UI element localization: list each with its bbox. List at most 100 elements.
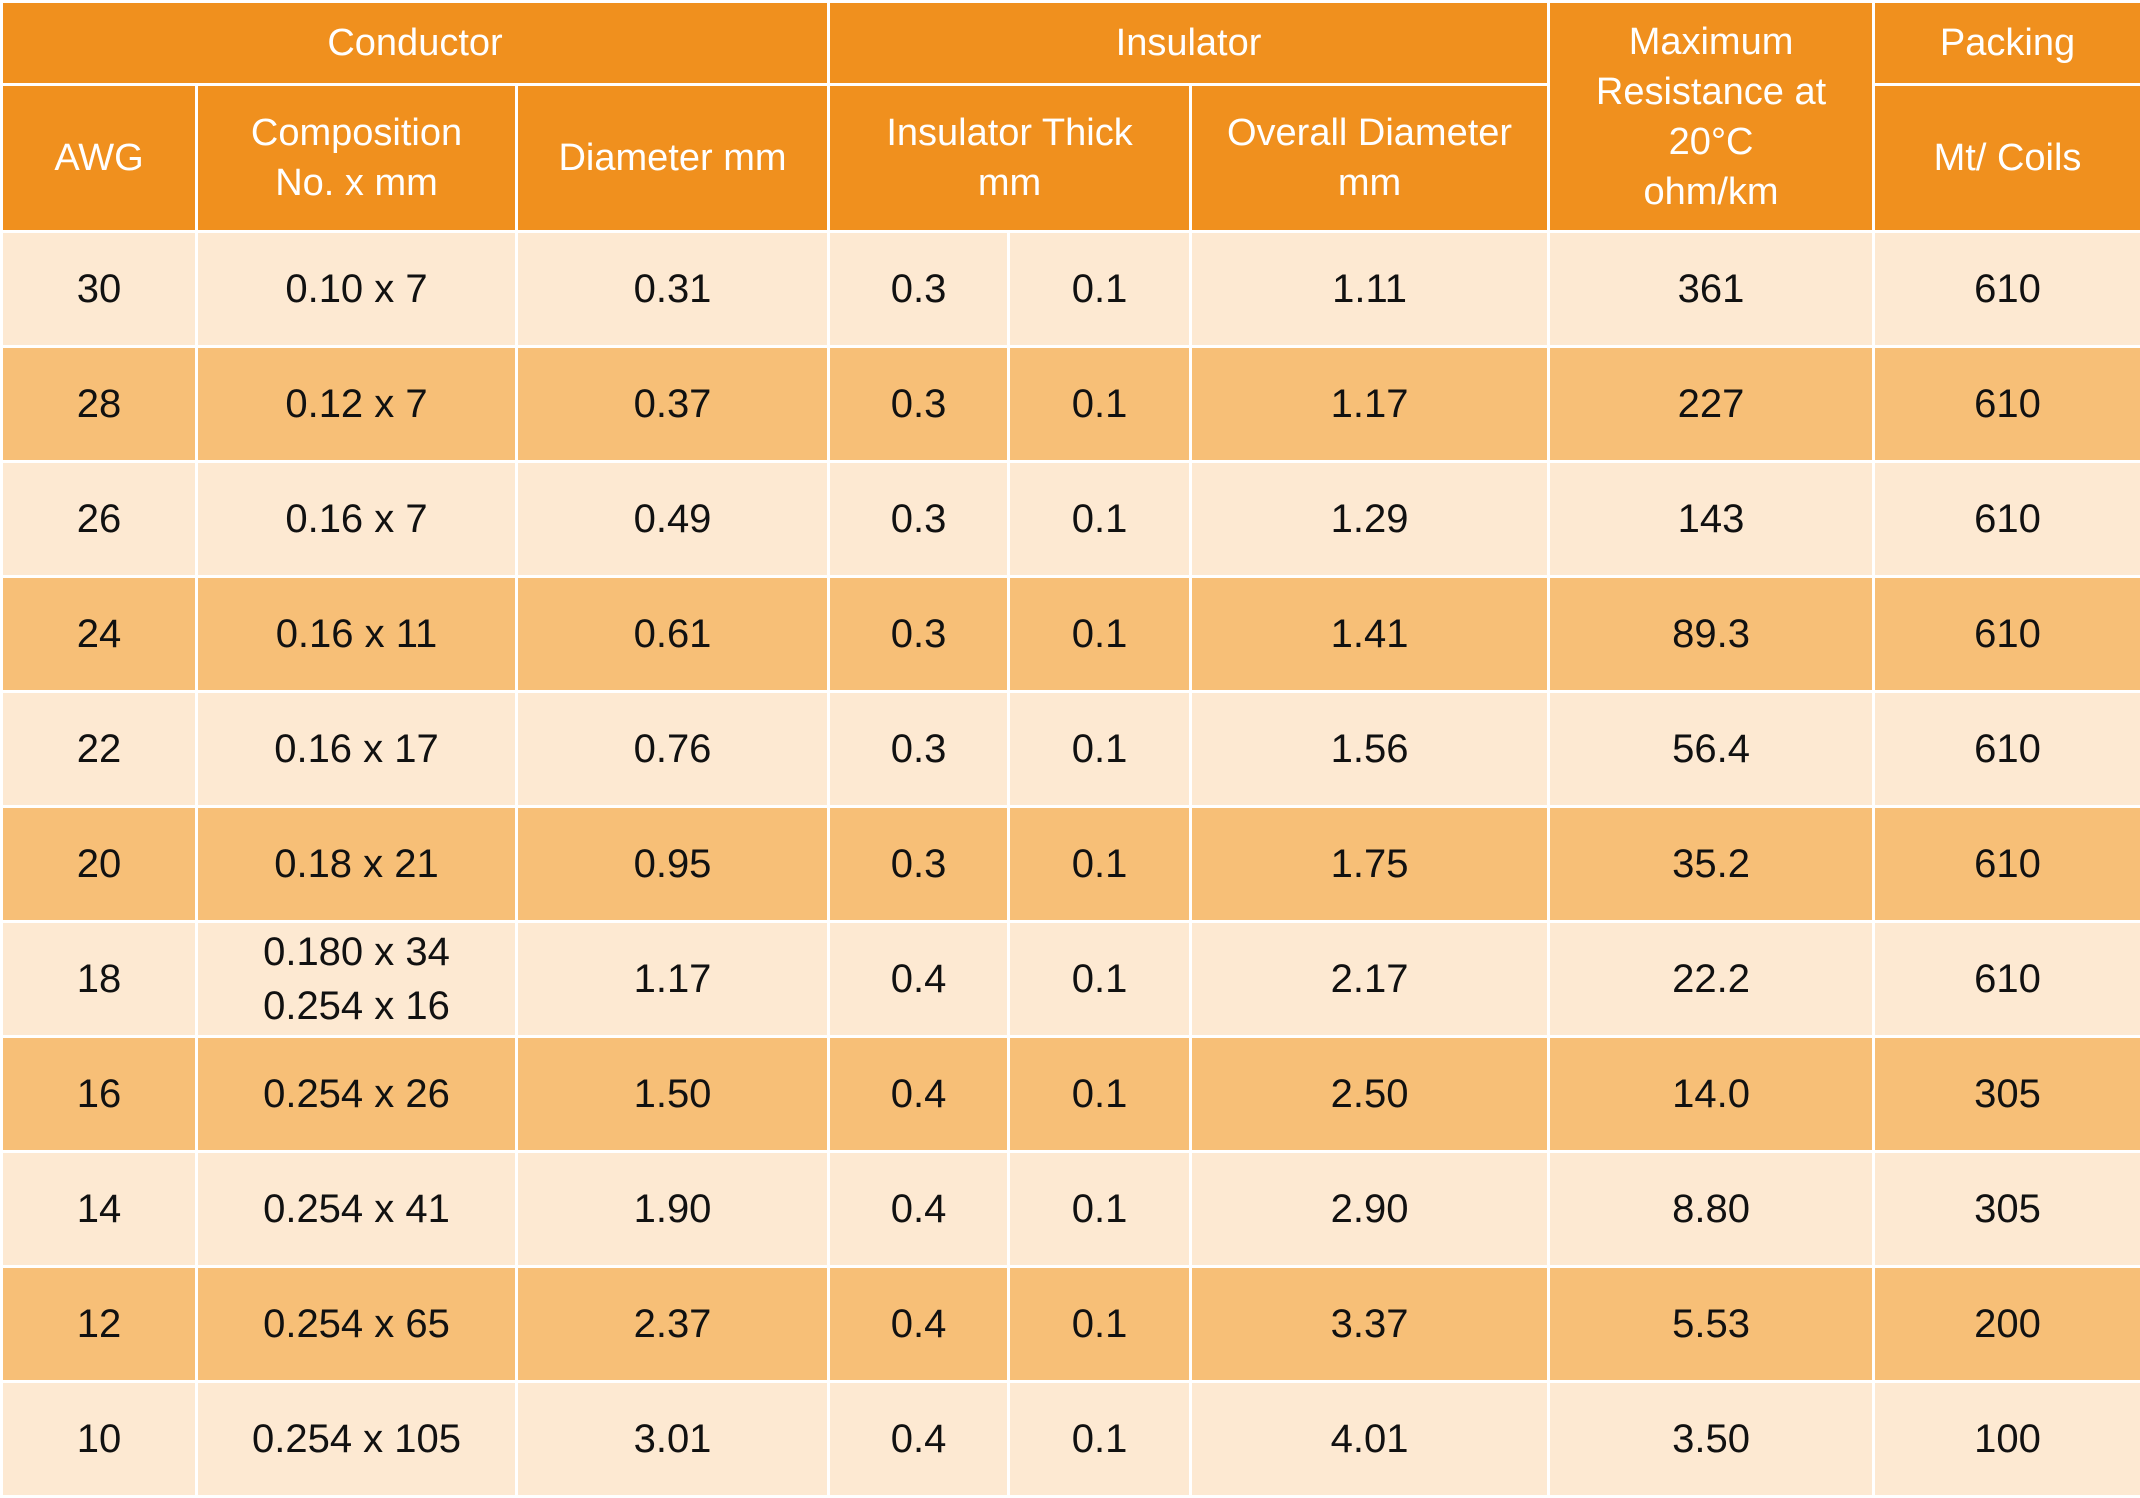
diameter-cell: 1.17	[517, 922, 829, 1037]
table-row: 10 0.254 x 105 3.01 0.4 0.1 4.01 3.50 10…	[2, 1382, 2140, 1497]
overall-diameter-cell: 1.56	[1191, 692, 1549, 807]
resistance-cell: 35.2	[1549, 807, 1874, 922]
overall-diameter-cell: 1.11	[1191, 232, 1549, 347]
awg-cell: 12	[2, 1267, 197, 1382]
conductor-group-header: Conductor	[2, 2, 829, 85]
resistance-cell: 89.3	[1549, 577, 1874, 692]
composition-cell: 0.16 x 7	[197, 462, 517, 577]
resistance-cell: 227	[1549, 347, 1874, 462]
table-row: 28 0.12 x 7 0.37 0.3 0.1 1.17 227 610	[2, 347, 2140, 462]
resistance-cell: 22.2	[1549, 922, 1874, 1037]
table-row: 24 0.16 x 11 0.61 0.3 0.1 1.41 89.3 610	[2, 577, 2140, 692]
table-row: 18 0.180 x 34 0.254 x 16 1.17 0.4 0.1 2.…	[2, 922, 2140, 1037]
packing-cell: 610	[1874, 692, 2140, 807]
diameter-cell: 1.50	[517, 1037, 829, 1152]
insulator-thick-cell: 0.3	[829, 577, 1009, 692]
awg-cell: 26	[2, 462, 197, 577]
insulator-group-header: Insulator	[829, 2, 1549, 85]
resistance-cell: 14.0	[1549, 1037, 1874, 1152]
insulator-tolerance-cell: 0.1	[1009, 692, 1191, 807]
insulator-thick-cell: 0.3	[829, 807, 1009, 922]
resistance-cell: 56.4	[1549, 692, 1874, 807]
overall-diameter-cell: 1.41	[1191, 577, 1549, 692]
composition-cell: 0.12 x 7	[197, 347, 517, 462]
insulator-thick-cell: 0.3	[829, 347, 1009, 462]
diameter-cell: 0.95	[517, 807, 829, 922]
awg-cell: 24	[2, 577, 197, 692]
awg-header: AWG	[2, 85, 197, 232]
insulator-thick-cell: 0.4	[829, 1152, 1009, 1267]
packing-cell: 200	[1874, 1267, 2140, 1382]
awg-cell: 16	[2, 1037, 197, 1152]
diameter-header: Diameter mm	[517, 85, 829, 232]
awg-cell: 10	[2, 1382, 197, 1497]
insulator-tolerance-cell: 0.1	[1009, 1037, 1191, 1152]
overall-diameter-cell: 1.17	[1191, 347, 1549, 462]
packing-cell: 305	[1874, 1152, 2140, 1267]
packing-cell: 610	[1874, 922, 2140, 1037]
table-row: 30 0.10 x 7 0.31 0.3 0.1 1.11 361 610	[2, 232, 2140, 347]
awg-cell: 28	[2, 347, 197, 462]
table-row: 22 0.16 x 17 0.76 0.3 0.1 1.56 56.4 610	[2, 692, 2140, 807]
packing-cell: 610	[1874, 347, 2140, 462]
packing-cell: 305	[1874, 1037, 2140, 1152]
overall-diameter-cell: 2.90	[1191, 1152, 1549, 1267]
insulator-tolerance-cell: 0.1	[1009, 1152, 1191, 1267]
overall-diameter-cell: 4.01	[1191, 1382, 1549, 1497]
diameter-cell: 0.76	[517, 692, 829, 807]
awg-cell: 22	[2, 692, 197, 807]
diameter-cell: 0.37	[517, 347, 829, 462]
max-resistance-header: Maximum Resistance at 20°C ohm/km	[1549, 2, 1874, 232]
insulator-thick-cell: 0.4	[829, 1037, 1009, 1152]
insulator-tolerance-cell: 0.1	[1009, 462, 1191, 577]
packing-cell: 610	[1874, 232, 2140, 347]
diameter-cell: 3.01	[517, 1382, 829, 1497]
diameter-cell: 1.90	[517, 1152, 829, 1267]
composition-cell: 0.10 x 7	[197, 232, 517, 347]
packing-cell: 610	[1874, 462, 2140, 577]
overall-diameter-header: Overall Diameter mm	[1191, 85, 1549, 232]
composition-cell: 0.16 x 11	[197, 577, 517, 692]
diameter-cell: 0.31	[517, 232, 829, 347]
packing-cell: 610	[1874, 577, 2140, 692]
insulator-thick-cell: 0.3	[829, 692, 1009, 807]
group-header-row: Conductor Insulator Maximum Resistance a…	[2, 2, 2140, 85]
resistance-cell: 8.80	[1549, 1152, 1874, 1267]
packing-unit-header: Mt/ Coils	[1874, 85, 2140, 232]
overall-diameter-cell: 2.17	[1191, 922, 1549, 1037]
resistance-cell: 5.53	[1549, 1267, 1874, 1382]
table-row: 20 0.18 x 21 0.95 0.3 0.1 1.75 35.2 610	[2, 807, 2140, 922]
composition-cell: 0.254 x 41	[197, 1152, 517, 1267]
composition-cell: 0.18 x 21	[197, 807, 517, 922]
overall-diameter-cell: 3.37	[1191, 1267, 1549, 1382]
table-body: 30 0.10 x 7 0.31 0.3 0.1 1.11 361 610 28…	[2, 232, 2140, 1497]
insulator-thick-cell: 0.4	[829, 1267, 1009, 1382]
resistance-cell: 143	[1549, 462, 1874, 577]
diameter-cell: 0.61	[517, 577, 829, 692]
table-row: 26 0.16 x 7 0.49 0.3 0.1 1.29 143 610	[2, 462, 2140, 577]
awg-cell: 14	[2, 1152, 197, 1267]
insulator-thick-cell: 0.3	[829, 232, 1009, 347]
table-row: 12 0.254 x 65 2.37 0.4 0.1 3.37 5.53 200	[2, 1267, 2140, 1382]
overall-diameter-cell: 1.29	[1191, 462, 1549, 577]
diameter-cell: 0.49	[517, 462, 829, 577]
insulator-tolerance-cell: 0.1	[1009, 1382, 1191, 1497]
composition-cell: 0.180 x 34 0.254 x 16	[197, 922, 517, 1037]
packing-group-header: Packing	[1874, 2, 2140, 85]
packing-cell: 100	[1874, 1382, 2140, 1497]
awg-cell: 30	[2, 232, 197, 347]
insulator-thick-cell: 0.3	[829, 462, 1009, 577]
insulator-thick-header: Insulator Thick mm	[829, 85, 1191, 232]
insulator-tolerance-cell: 0.1	[1009, 922, 1191, 1037]
composition-cell: 0.254 x 105	[197, 1382, 517, 1497]
composition-cell: 0.254 x 65	[197, 1267, 517, 1382]
insulator-thick-cell: 0.4	[829, 1382, 1009, 1497]
composition-cell: 0.254 x 26	[197, 1037, 517, 1152]
composition-cell: 0.16 x 17	[197, 692, 517, 807]
diameter-cell: 2.37	[517, 1267, 829, 1382]
insulator-thick-cell: 0.4	[829, 922, 1009, 1037]
insulator-tolerance-cell: 0.1	[1009, 1267, 1191, 1382]
insulator-tolerance-cell: 0.1	[1009, 347, 1191, 462]
insulator-tolerance-cell: 0.1	[1009, 577, 1191, 692]
